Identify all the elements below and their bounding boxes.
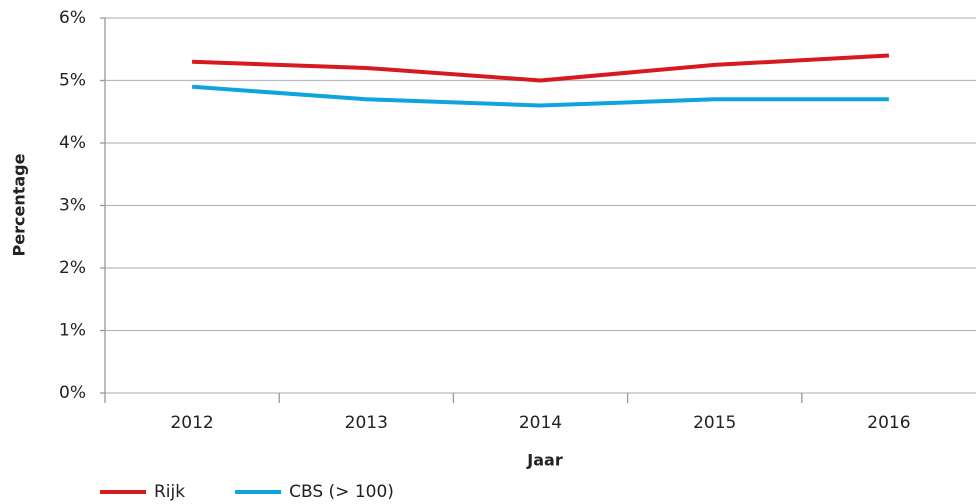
y-tick-label: 2%	[59, 258, 86, 278]
y-tick-label: 3%	[59, 196, 86, 216]
legend-label: Rijk	[154, 482, 185, 502]
x-tick-label: 2015	[693, 413, 736, 433]
y-tick-label: 1%	[59, 321, 86, 341]
legend-label: CBS (> 100)	[289, 482, 394, 502]
y-tick-label: 6%	[59, 8, 86, 28]
y-tick-label: 5%	[59, 71, 86, 91]
x-axis-title: Jaar	[526, 451, 563, 470]
y-tick-label: 0%	[59, 383, 86, 403]
x-tick-label: 2014	[519, 413, 562, 433]
x-tick-label: 2012	[170, 413, 213, 433]
y-axis-title: Percentage	[10, 153, 29, 256]
y-tick-label: 4%	[59, 133, 86, 153]
line-series	[192, 53, 890, 83]
line-series	[191, 84, 889, 108]
x-tick-label: 2016	[867, 413, 910, 433]
x-tick-label: 2013	[345, 413, 388, 433]
